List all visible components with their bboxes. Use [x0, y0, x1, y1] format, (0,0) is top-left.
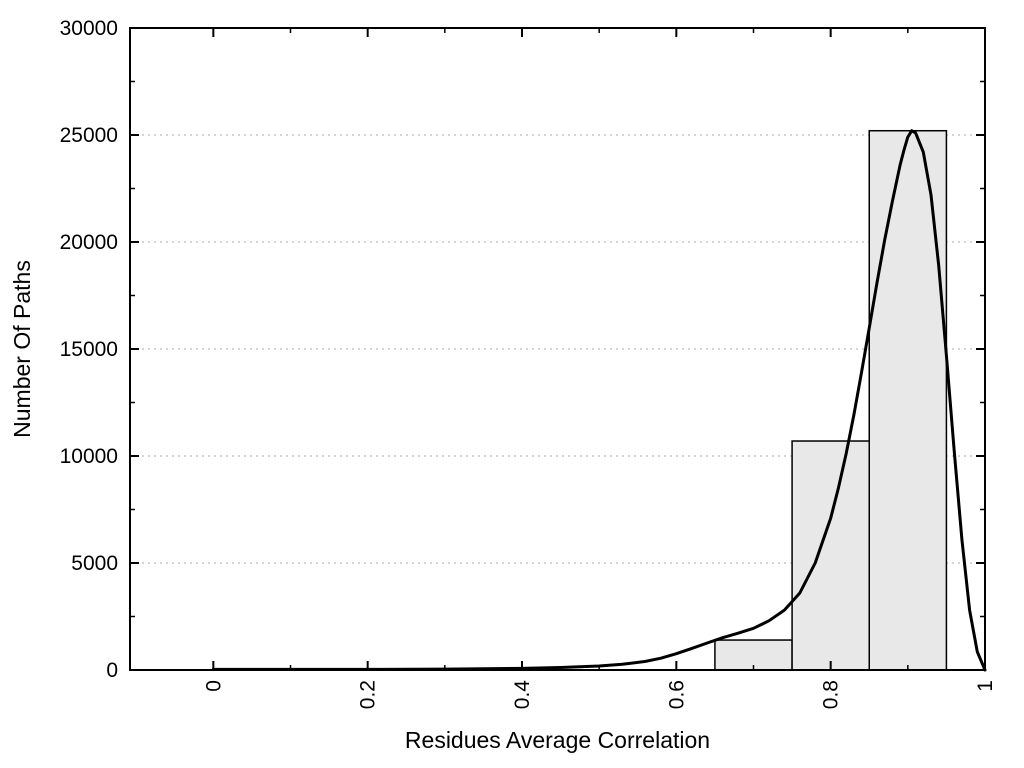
histogram-bar	[868, 129, 948, 671]
x-tick-label: 0.2	[357, 680, 380, 709]
x-tick-label: 0.8	[820, 680, 843, 709]
y-tick-label: 20000	[60, 231, 118, 254]
y-tick-label: 15000	[60, 338, 118, 361]
y-tick-label: 0	[106, 659, 118, 682]
x-tick-label: 0.4	[511, 680, 534, 710]
y-tick-label: 5000	[71, 552, 118, 575]
x-tick-label: 0.6	[665, 680, 688, 709]
y-tick-label: 30000	[60, 17, 118, 40]
y-axis-title: Number Of Paths	[9, 260, 35, 438]
x-axis-title: Residues Average Correlation	[405, 727, 710, 753]
x-tick-label: 0	[202, 680, 225, 692]
histogram-bar	[791, 440, 871, 671]
x-tick-label: 1	[974, 680, 997, 692]
density-curve	[211, 129, 987, 672]
y-tick-label: 10000	[60, 445, 118, 468]
y-tick-label: 25000	[60, 124, 118, 147]
